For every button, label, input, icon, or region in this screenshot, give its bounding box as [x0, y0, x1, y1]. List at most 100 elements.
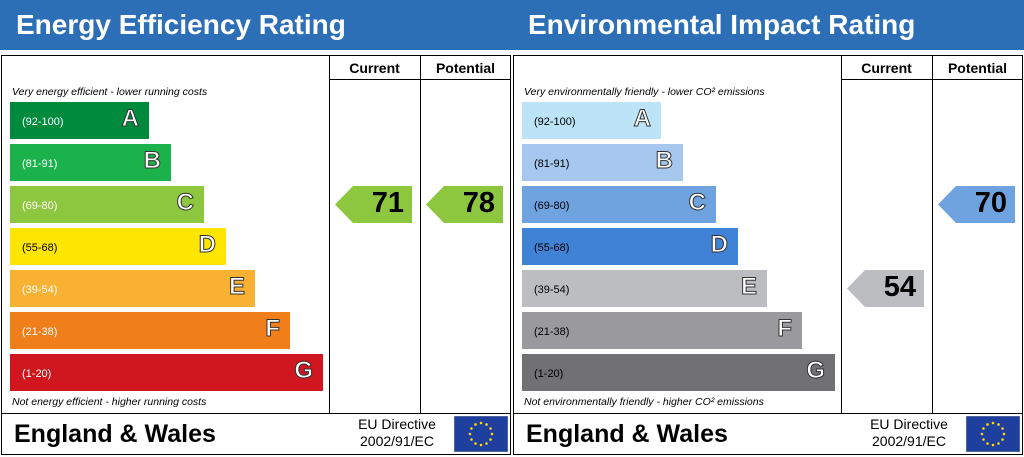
- directive-line-2: 2002/91/EC: [872, 433, 946, 449]
- potential-rating-arrow: 78: [426, 186, 503, 223]
- band-letter: B: [655, 147, 673, 175]
- flag-star: [986, 423, 989, 426]
- arrow-shape: [335, 186, 412, 223]
- band-b: (81-91) B: [10, 144, 171, 181]
- panel-title: Energy Efficiency Rating: [0, 0, 512, 50]
- flag-star: [474, 423, 477, 426]
- potential-column-header: Potential: [435, 60, 496, 76]
- flag-star: [479, 443, 483, 447]
- flag-background: [966, 416, 1020, 452]
- flag-star: [470, 438, 473, 441]
- arrow-fill: [335, 186, 412, 223]
- band-range: (55-68): [22, 242, 58, 254]
- flag-star: [489, 438, 492, 441]
- band-range: (81-91): [534, 158, 570, 170]
- band-range: (1-20): [22, 368, 52, 380]
- band-g: (1-20) G: [10, 354, 323, 391]
- region-label: England & Wales: [526, 420, 728, 448]
- column-divider: [932, 56, 933, 413]
- band-range: (39-54): [22, 284, 58, 296]
- flag-star: [997, 442, 1000, 445]
- potential-column-header: Potential: [947, 60, 1008, 76]
- eu-directive: EU Directive 2002/91/EC: [347, 416, 447, 450]
- flag-star: [1001, 427, 1004, 430]
- top-note: Very environmentally friendly - lower CO…: [524, 86, 765, 98]
- band-range: (69-80): [534, 200, 570, 212]
- arrow-fill: [938, 186, 1015, 223]
- band-letter: E: [228, 273, 245, 301]
- flag-star: [1002, 432, 1006, 436]
- potential-rating-value: 78: [462, 187, 495, 219]
- arrow-shape: [938, 186, 1015, 223]
- flag-star: [479, 421, 483, 425]
- band-range: (1-20): [534, 368, 564, 380]
- eu-flag-icon: [966, 416, 1020, 452]
- band-range: (21-38): [534, 326, 570, 338]
- band-range: (92-100): [534, 116, 576, 128]
- band-c: (69-80) C: [522, 186, 716, 223]
- eu-flag-icon: [454, 416, 508, 452]
- flag-star: [991, 443, 995, 447]
- band-letter: B: [143, 147, 161, 175]
- footer-divider: [2, 413, 510, 414]
- band-letter: G: [294, 357, 314, 385]
- current-column-header: Current: [861, 60, 912, 76]
- band-a: (92-100) A: [10, 102, 149, 139]
- band-c: (69-80) C: [10, 186, 204, 223]
- band-letter: F: [265, 315, 281, 343]
- band-letter: D: [198, 231, 216, 259]
- band-range: (39-54): [534, 284, 570, 296]
- band-range: (21-38): [22, 326, 58, 338]
- band-range: (69-80): [22, 200, 58, 212]
- arrow-shape: [426, 186, 503, 223]
- flag-star: [997, 423, 1000, 426]
- rating-table: Current Potential Very energy efficient …: [1, 55, 511, 455]
- band-f: (21-38) F: [10, 312, 290, 349]
- flag-star: [991, 421, 995, 425]
- band-f: (21-38) F: [522, 312, 802, 349]
- band-letter: A: [121, 105, 139, 133]
- flag-star: [470, 427, 473, 430]
- column-divider: [329, 56, 330, 413]
- arrow-fill: [847, 270, 924, 307]
- rating-table: Current Potential Very environmentally f…: [513, 55, 1023, 455]
- band-e: (39-54) E: [10, 270, 255, 307]
- band-a: (92-100) A: [522, 102, 661, 139]
- current-rating-arrow: 54: [847, 270, 924, 307]
- band-e: (39-54) E: [522, 270, 767, 307]
- flag-star: [982, 427, 985, 430]
- band-g: (1-20) G: [522, 354, 835, 391]
- band-letter: C: [688, 189, 706, 217]
- panel-title: Environmental Impact Rating: [512, 0, 1024, 50]
- flag-star: [986, 442, 989, 445]
- top-note: Very energy efficient - lower running co…: [12, 86, 208, 98]
- flag-star: [1001, 438, 1004, 441]
- flag-star: [485, 423, 488, 426]
- band-letter: G: [806, 357, 826, 385]
- band-letter: C: [176, 189, 194, 217]
- band-b: (81-91) B: [522, 144, 683, 181]
- band-letter: F: [777, 315, 793, 343]
- current-rating-value: 71: [371, 187, 404, 219]
- current-rating-arrow: 71: [335, 186, 412, 223]
- current-column-header: Current: [349, 60, 400, 76]
- flag-star: [468, 432, 472, 436]
- band-range: (81-91): [22, 158, 58, 170]
- band-range: (55-68): [534, 242, 570, 254]
- band-letter: D: [710, 231, 728, 259]
- band-range: (92-100): [22, 116, 64, 128]
- flag-star: [489, 427, 492, 430]
- directive-line-1: EU Directive: [870, 416, 948, 432]
- flag-star: [485, 442, 488, 445]
- footer-divider: [514, 413, 1022, 414]
- flag-star: [474, 442, 477, 445]
- band-d: (55-68) D: [522, 228, 738, 265]
- arrow-fill: [426, 186, 503, 223]
- column-divider: [841, 56, 842, 413]
- band-letter: A: [633, 105, 651, 133]
- current-rating-value: 54: [883, 271, 916, 303]
- potential-rating-value: 70: [974, 187, 1007, 219]
- band-d: (55-68) D: [10, 228, 226, 265]
- directive-line-2: 2002/91/EC: [360, 433, 434, 449]
- header-divider: [841, 79, 1022, 80]
